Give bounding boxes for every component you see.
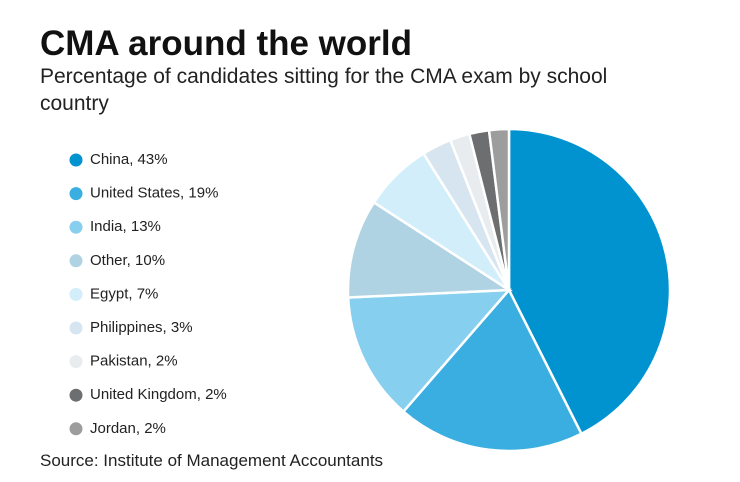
legend-swatch	[69, 254, 83, 268]
pie-slice	[346, 200, 513, 299]
legend-label: United Kingdom, 2%	[90, 386, 227, 403]
legend-label: India, 13%	[90, 218, 161, 235]
legend-label: Philippines, 3%	[90, 319, 193, 336]
legend-swatch	[69, 355, 83, 369]
legend-swatch	[69, 287, 83, 301]
legend-label: China, 43%	[90, 151, 168, 168]
chart-title: CMA around the world	[40, 24, 413, 63]
legend-label: Pakistan, 2%	[90, 353, 178, 370]
legend-swatch	[69, 388, 83, 402]
pie-slice	[401, 287, 584, 453]
legend-label: Other, 10%	[90, 252, 165, 269]
legend-label: Egypt, 7%	[90, 285, 158, 302]
pie-slice	[487, 127, 511, 291]
legend-swatch	[69, 187, 83, 201]
pie-slice	[507, 127, 672, 436]
legend-label: United States, 19%	[90, 185, 218, 202]
legend-label: Jordan, 2%	[90, 420, 166, 437]
legend-swatch	[69, 220, 83, 234]
chart-subtitle: Percentage of candidates sitting for the…	[40, 65, 608, 115]
legend-swatch	[69, 422, 83, 436]
legend-swatch	[69, 153, 83, 167]
pie-slice	[346, 288, 512, 414]
legend-swatch	[69, 321, 83, 335]
source-note: Source: Institute of Management Accounta…	[40, 451, 384, 470]
